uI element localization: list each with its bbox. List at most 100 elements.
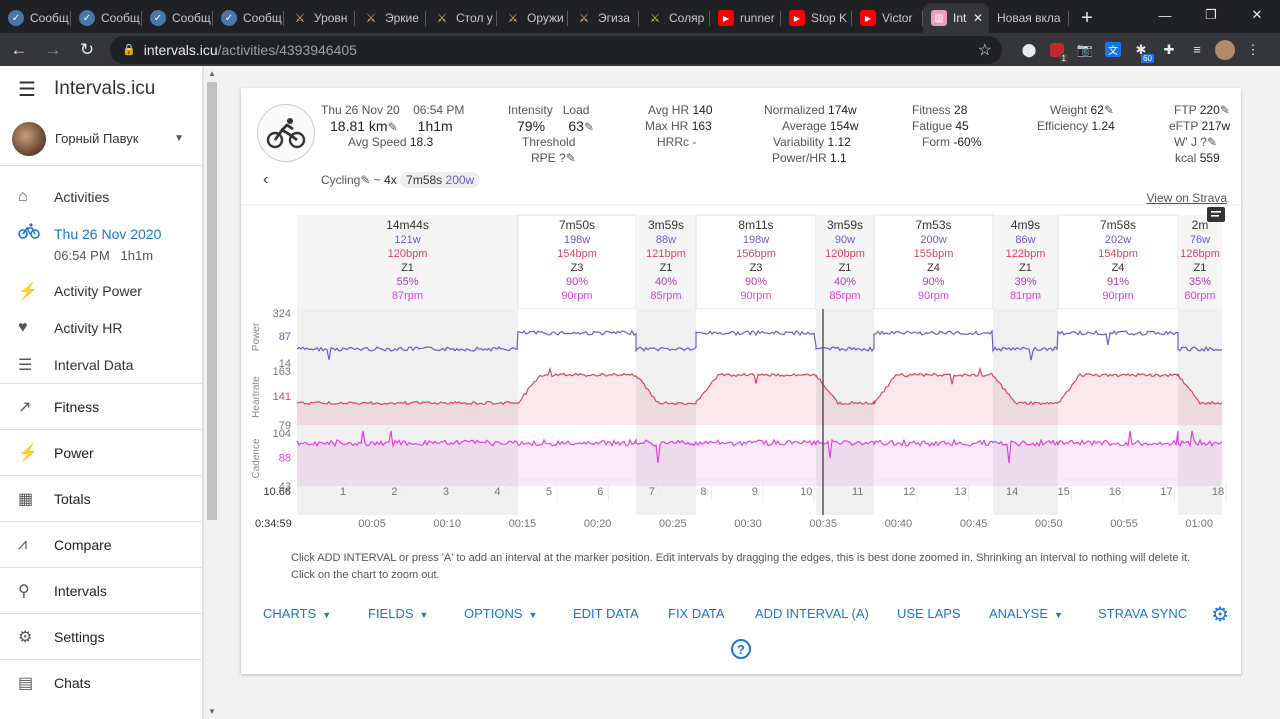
km-mark-label: 17 xyxy=(1160,486,1172,498)
browser-tab-label: Сообщ xyxy=(243,11,282,25)
rpe-row[interactable]: RPE ?✎ xyxy=(531,150,576,166)
add-interval-button[interactable]: ADD INTERVAL (A) xyxy=(755,606,869,621)
sidebar-item-activities[interactable]: ⌂ Activities xyxy=(0,178,202,215)
cyclist-svg xyxy=(266,118,306,149)
gear-icon[interactable]: ⚙ xyxy=(1211,604,1229,626)
browser-tab[interactable]: ▶ Victor xyxy=(852,3,923,33)
browser-tab[interactable]: ⚔ Оружи xyxy=(497,3,568,33)
sidebar-scrollbar[interactable]: ▲ ▼ xyxy=(203,66,219,719)
browser-tab[interactable]: ⚔ Соляр xyxy=(639,3,710,33)
game-icon: ⚔ xyxy=(294,11,306,25)
reading-list-icon[interactable]: ≡ xyxy=(1193,42,1201,57)
options-menu-button[interactable]: OPTIONS ▼ xyxy=(464,606,537,621)
use-laps-button[interactable]: USE LAPS xyxy=(897,606,961,621)
extension-circle-icon[interactable]: ⬤ xyxy=(1021,41,1037,57)
browser-tab[interactable]: ⚔ Стол у xyxy=(426,3,497,33)
sidebar-item-settings[interactable]: ⚙ Settings xyxy=(0,614,202,659)
sidebar-item-chats[interactable]: ▤ Chats xyxy=(0,660,202,705)
active-tab-label: Int xyxy=(953,11,967,25)
minimize-icon[interactable]: — xyxy=(1158,7,1172,23)
browser-tab[interactable]: ⚔ Уровн xyxy=(284,3,355,33)
interval-zone-label: Z1 xyxy=(839,262,852,274)
browser-tab[interactable]: ⚔ Эркие xyxy=(355,3,426,33)
edit-icon[interactable]: ✎ xyxy=(565,151,576,165)
strava-sync-button[interactable]: STRAVA SYNC xyxy=(1098,606,1188,621)
edit-icon[interactable]: ✎ xyxy=(360,173,371,187)
interval-power-label: 198w xyxy=(564,234,590,246)
browser-tab[interactable]: ⚔ Эгиза xyxy=(568,3,639,33)
sidebar-item-totals[interactable]: ▦ Totals xyxy=(0,476,202,521)
edit-icon[interactable]: ✎ xyxy=(387,120,398,134)
edit-data-button[interactable]: EDIT DATA xyxy=(573,606,639,621)
extension-60-icon[interactable]: ✱ 60 xyxy=(1135,41,1154,63)
bookmark-star-icon[interactable]: ☆ xyxy=(977,41,992,59)
active-tab[interactable]: ▥ Int ✕ xyxy=(923,3,989,33)
athlete-selector[interactable]: Горный Павук ▼ xyxy=(0,112,202,166)
sidebar-item-power[interactable]: ⚡ Power xyxy=(0,430,202,475)
new-tab[interactable]: Новая вкла xyxy=(989,3,1069,33)
camera-icon[interactable]: 📷 xyxy=(1076,41,1094,57)
sidebar-item-label: Activities xyxy=(54,188,110,205)
edit-icon[interactable]: ✎ xyxy=(1103,103,1114,117)
maximize-icon[interactable]: ❐ xyxy=(1205,7,1217,22)
x-tick-label: 00:35 xyxy=(809,518,837,530)
puzzle-icon[interactable]: ✚ xyxy=(1163,41,1175,57)
fix-data-button[interactable]: FIX DATA xyxy=(668,606,725,621)
activity-type[interactable]: Cycling xyxy=(321,173,361,187)
sidebar-item-current-activity[interactable]: Thu 26 Nov 2020 xyxy=(0,215,202,252)
sidebar-item-label: Intervals xyxy=(54,582,107,599)
forward-icon[interactable]: → xyxy=(44,39,62,59)
fields-menu-button[interactable]: FIELDS ▼ xyxy=(368,606,428,621)
reload-icon[interactable]: ↻ xyxy=(79,39,95,59)
translate-icon[interactable]: 文 xyxy=(1100,37,1126,63)
edit-icon[interactable]: ✎ xyxy=(1219,103,1230,117)
x-tick-label: 00:30 xyxy=(734,518,762,530)
extension-badge-icon[interactable]: 1 xyxy=(1044,37,1070,63)
chevron-down-icon: ▼ xyxy=(174,133,184,144)
edit-icon[interactable]: ✎ xyxy=(583,120,595,134)
sidebar-item-activity-power[interactable]: ⚡ Activity Power xyxy=(0,272,202,309)
new-tab-plus-icon[interactable]: + xyxy=(1081,6,1093,29)
interval-zone-label: Z4 xyxy=(1112,262,1125,274)
sidebar-item-label: Interval Data xyxy=(54,356,134,373)
analyse-menu-button[interactable]: ANALYSE ▼ xyxy=(989,606,1063,621)
sidebar-item-interval-data[interactable]: ☰ Interval Data xyxy=(0,346,202,383)
brand-title: Intervals.icu xyxy=(54,78,156,99)
chevron-left-icon[interactable]: ‹ xyxy=(263,171,269,188)
browser-tab[interactable]: ✓ Сообщ xyxy=(142,3,213,33)
vk-icon: ✓ xyxy=(150,10,166,26)
game-icon: ⚔ xyxy=(649,11,661,25)
sidebar-item-intervals[interactable]: ⚲ Intervals xyxy=(0,568,202,613)
view-on-strava-link[interactable]: View on Strava xyxy=(1146,191,1228,205)
interval-pct-label: 90% xyxy=(566,276,588,288)
browser-tab[interactable]: ✓ Сообщ xyxy=(213,3,284,33)
browser-tab[interactable]: ✓ Сообщ xyxy=(0,3,71,33)
scrollbar-thumb[interactable] xyxy=(207,82,217,520)
browser-tab[interactable]: ▶ runner xyxy=(710,3,781,33)
sidebar-item-activity-hr[interactable]: ♥ Activity HR xyxy=(0,309,202,346)
close-window-icon[interactable]: ✕ xyxy=(1251,7,1263,22)
sidebar-item-fitness[interactable]: ↗ Fitness xyxy=(0,384,202,429)
browser-tab[interactable]: ▶ Stop K xyxy=(781,3,852,33)
comment-icon[interactable] xyxy=(1207,207,1225,222)
url-input[interactable]: 🔒 intervals.icu/activities/4393946405 ☆ xyxy=(110,35,1002,64)
wj-row[interactable]: W' J ?✎ xyxy=(1174,134,1217,150)
profile-avatar-icon[interactable] xyxy=(1212,37,1238,63)
hamburger-menu-icon[interactable]: ☰ xyxy=(18,78,36,101)
browser-tab[interactable]: ✓ Сообщ xyxy=(71,3,142,33)
fatigue-row: Fatigue 45 xyxy=(912,118,969,134)
analyse-label: ANALYSE xyxy=(989,606,1049,621)
scroll-down-icon[interactable]: ▼ xyxy=(208,707,216,716)
edit-icon[interactable]: ✎ xyxy=(1206,135,1218,149)
sidebar-item-compare[interactable]: ⩘ Compare xyxy=(0,522,202,567)
weight-row: Weight 62✎ xyxy=(1050,102,1114,118)
help-icon[interactable]: ? xyxy=(731,639,751,659)
scroll-up-icon[interactable]: ▲ xyxy=(208,69,216,78)
y-tick-label: 88 xyxy=(279,453,291,465)
chrome-menu-icon[interactable]: ⋮ xyxy=(1246,41,1260,57)
back-icon[interactable]: ← xyxy=(10,39,28,59)
close-tab-icon[interactable]: ✕ xyxy=(972,11,983,25)
activity-chart[interactable]: 14m44s 121w 120bpm Z1 55% 87rpm 7m50s 198w 154bp… xyxy=(241,203,1241,533)
charts-menu-button[interactable]: CHARTS ▼ xyxy=(263,606,331,621)
caret-down-icon: ▼ xyxy=(528,610,538,620)
